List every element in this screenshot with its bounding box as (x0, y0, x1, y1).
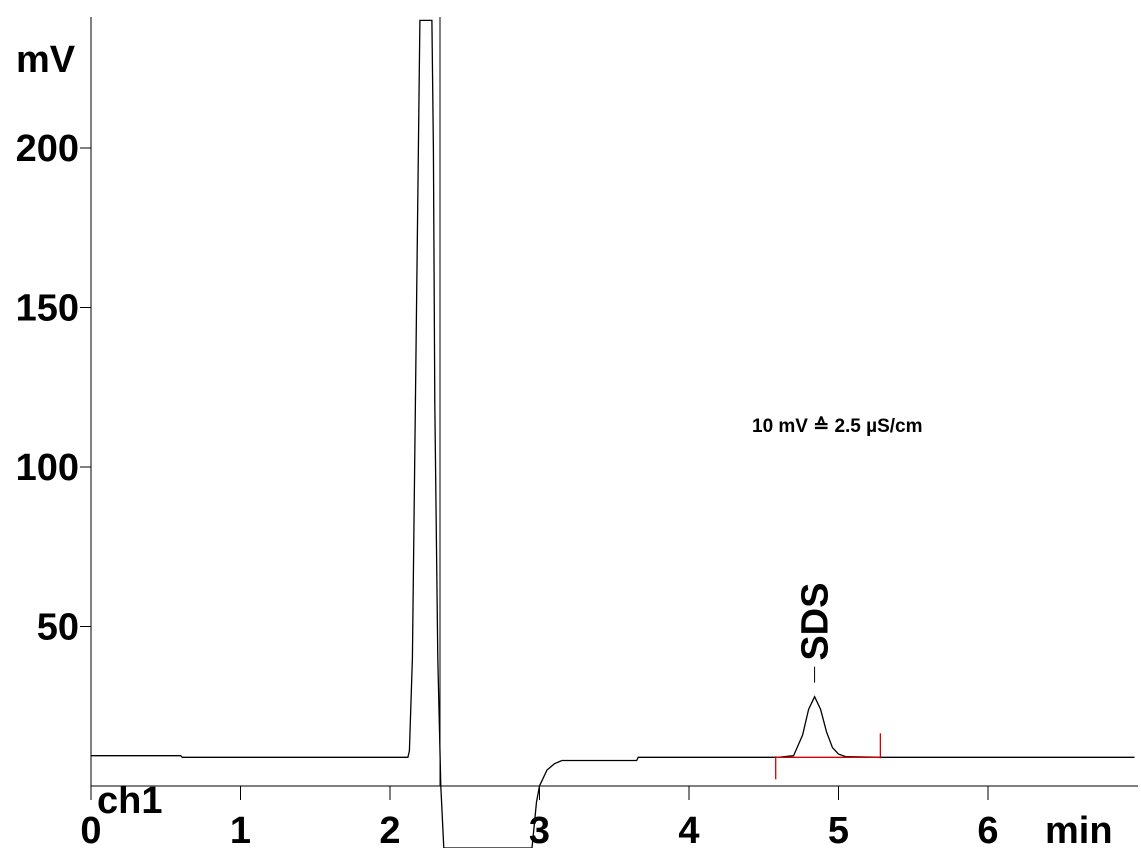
y-tick-label: 50 (37, 607, 79, 649)
x-tick-label: 3 (529, 810, 550, 848)
axis-layer (91, 17, 1138, 800)
peak-layer: SDS (795, 583, 837, 683)
label-layer: mV min ch1 10 mV ≙ 2.5 µS/cm (16, 39, 1113, 848)
y-tick-label: 150 (16, 288, 79, 330)
y-axis-unit: mV (16, 39, 76, 81)
x-axis-unit: min (1045, 810, 1113, 848)
peak-label: SDS (795, 583, 837, 661)
y-tick-label: 100 (16, 447, 79, 489)
x-tick-label: 5 (828, 810, 849, 848)
x-tick-label: 4 (678, 810, 699, 848)
trace-layer (91, 20, 1135, 848)
x-tick-label: 6 (977, 810, 998, 848)
x-tick-label: 2 (379, 810, 400, 848)
x-tick-label: 1 (230, 810, 251, 848)
y-tick-label: 200 (16, 128, 79, 170)
scale-annotation: 10 mV ≙ 2.5 µS/cm (752, 416, 923, 437)
channel-label: ch1 (97, 780, 162, 822)
signal-trace-1 (91, 20, 1135, 848)
